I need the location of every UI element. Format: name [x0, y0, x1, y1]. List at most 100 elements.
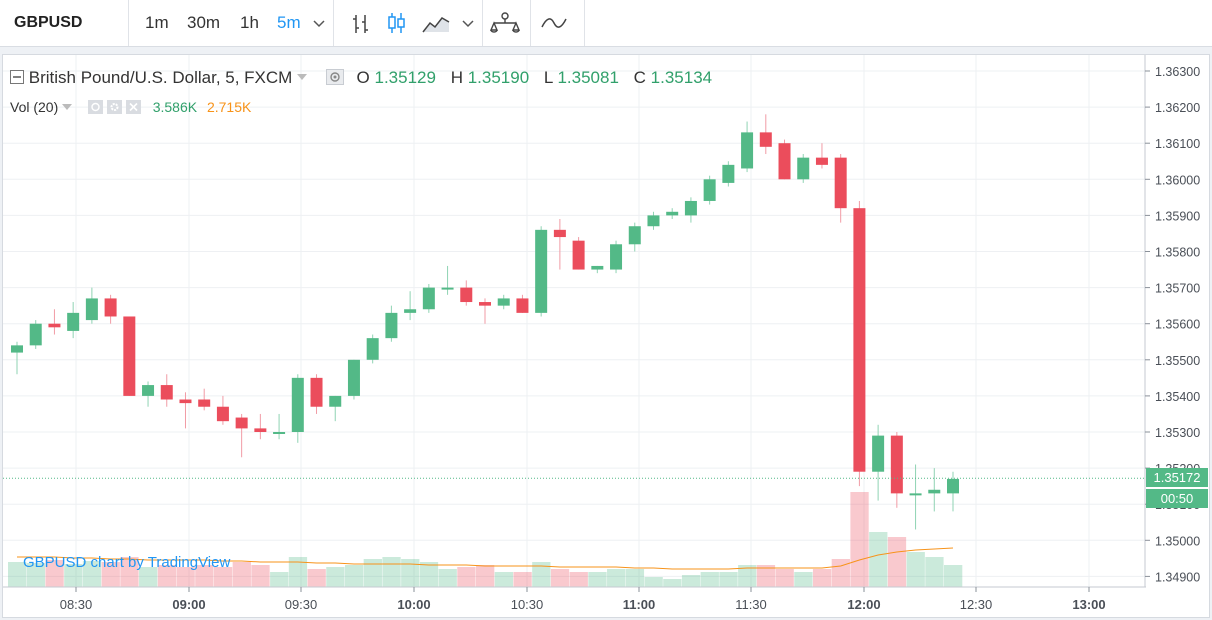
countdown-tag-text: 00:50 [1161, 491, 1194, 506]
candle-body [928, 489, 941, 494]
x-tick-label: 11:00 [623, 597, 656, 612]
volume-bar [719, 572, 738, 587]
y-tick-label: 1.35900 [1155, 209, 1200, 223]
volume-bar [513, 572, 532, 587]
volume-bar [176, 567, 195, 587]
chart-panel[interactable]: 1.36300 1.36200 1.36100 1.36000 1.35900 1.358… [2, 54, 1210, 618]
volume-bar [644, 577, 663, 587]
volume-eye-icon[interactable] [88, 99, 104, 115]
tradingview-watermark-link[interactable]: GBPUSD chart by TradingView [23, 554, 231, 571]
volume-close-icon[interactable] [125, 99, 141, 115]
candle-body [441, 287, 454, 290]
area-style-icon[interactable] [422, 12, 450, 34]
y-tick-label: 1.36100 [1155, 137, 1200, 151]
candle-body [160, 385, 173, 400]
volume-bar [326, 567, 345, 587]
x-tick-label: 10:00 [397, 597, 430, 612]
interval-chevron-down-icon[interactable] [313, 0, 325, 46]
candle-body [647, 215, 660, 227]
y-tick-label: 1.36200 [1155, 101, 1200, 115]
volume-bar [700, 572, 719, 587]
candle-body [67, 312, 80, 331]
candle-style-icon[interactable] [386, 12, 408, 34]
toolbar-divider [333, 0, 334, 46]
candle-body [778, 143, 791, 180]
toolbar-divider [584, 0, 585, 46]
open-label: O [356, 68, 370, 87]
interval-30m-button[interactable]: 30m [187, 13, 221, 32]
volume-bar [8, 562, 27, 587]
chart-style-chevron-down-icon[interactable] [462, 0, 474, 46]
bar-style-icon[interactable] [350, 13, 372, 35]
countdown-tag [1146, 489, 1208, 508]
volume-bar [775, 569, 794, 587]
indicators-icon[interactable] [540, 13, 568, 35]
toolbar-divider [128, 0, 129, 46]
candle-body [947, 478, 959, 494]
candle-body [684, 200, 697, 216]
volume-bar [419, 562, 439, 587]
candle-body [535, 229, 548, 313]
candle-body [497, 298, 510, 306]
x-tick-label: 12:30 [960, 597, 993, 612]
candles [11, 114, 959, 530]
volume-settings-gear-icon[interactable] [106, 99, 122, 115]
y-tick-label: 1.35800 [1155, 246, 1200, 260]
y-tick-label: 1.35700 [1155, 282, 1200, 296]
volume-bar [270, 572, 289, 587]
volume-bar [476, 565, 495, 587]
candle-body [909, 493, 922, 496]
interval-1h-button[interactable]: 1h [240, 13, 259, 32]
volume-bar [82, 561, 102, 587]
volume-bar [850, 492, 869, 587]
candle-body [572, 240, 585, 270]
candle-body [703, 179, 716, 201]
candle-body [741, 132, 754, 169]
price-chart[interactable]: 1.36300 1.36200 1.36100 1.36000 1.35900 1.358… [3, 55, 1209, 617]
y-tick-label: 1.35300 [1155, 426, 1200, 440]
volume-bar [195, 565, 214, 587]
high-value: 1.35190 [467, 68, 530, 87]
collapse-icon[interactable] [10, 68, 24, 88]
close-label: C [633, 68, 646, 87]
volume-bar [588, 572, 607, 587]
volume-bars [8, 492, 963, 587]
time-axis: 08:30 09:00 09:30 10:00 10:30 11:00 11:30 12:00… [60, 587, 1106, 612]
low-label: L [543, 68, 553, 87]
interval-1m-button[interactable]: 1m [145, 13, 169, 32]
volume-chevron-down-icon[interactable] [62, 99, 73, 115]
volume-bar [120, 557, 139, 587]
series-title: British Pound/U.S. Dollar, 5, FXCM [28, 68, 293, 87]
volume-ma-value: 2.715K [206, 99, 252, 115]
x-tick-label: 08:30 [60, 597, 93, 612]
series-chevron-down-icon[interactable] [297, 68, 308, 88]
volume-bar [944, 565, 963, 587]
candle-body [722, 164, 735, 183]
symbol-search-button[interactable]: GBPUSD [14, 14, 83, 31]
candle-body [666, 211, 679, 216]
volume-bar [831, 559, 850, 587]
visibility-eye-icon[interactable] [325, 68, 344, 88]
candle-body [479, 302, 491, 306]
candle-body [610, 244, 623, 270]
candle-body [216, 406, 229, 422]
candle-body [347, 359, 360, 396]
y-tick-label: 1.36300 [1155, 65, 1200, 79]
volume-bar [26, 563, 46, 587]
y-tick-label: 1.35500 [1155, 354, 1200, 368]
candle-body [235, 417, 248, 429]
volume-bar [794, 572, 813, 587]
candle-body [460, 287, 473, 303]
candle-body [329, 395, 342, 407]
candle-body [516, 298, 529, 313]
candle-body [310, 377, 323, 407]
volume-bar [363, 559, 382, 587]
chart-grid [3, 55, 1145, 587]
volume-bar [494, 572, 514, 587]
interval-5m-button[interactable]: 5m [277, 13, 301, 32]
volume-bar [307, 569, 326, 587]
x-tick-label: 10:30 [511, 597, 544, 612]
compare-icon[interactable] [489, 12, 521, 34]
candle-body [123, 316, 136, 396]
volume-bar [607, 569, 626, 587]
